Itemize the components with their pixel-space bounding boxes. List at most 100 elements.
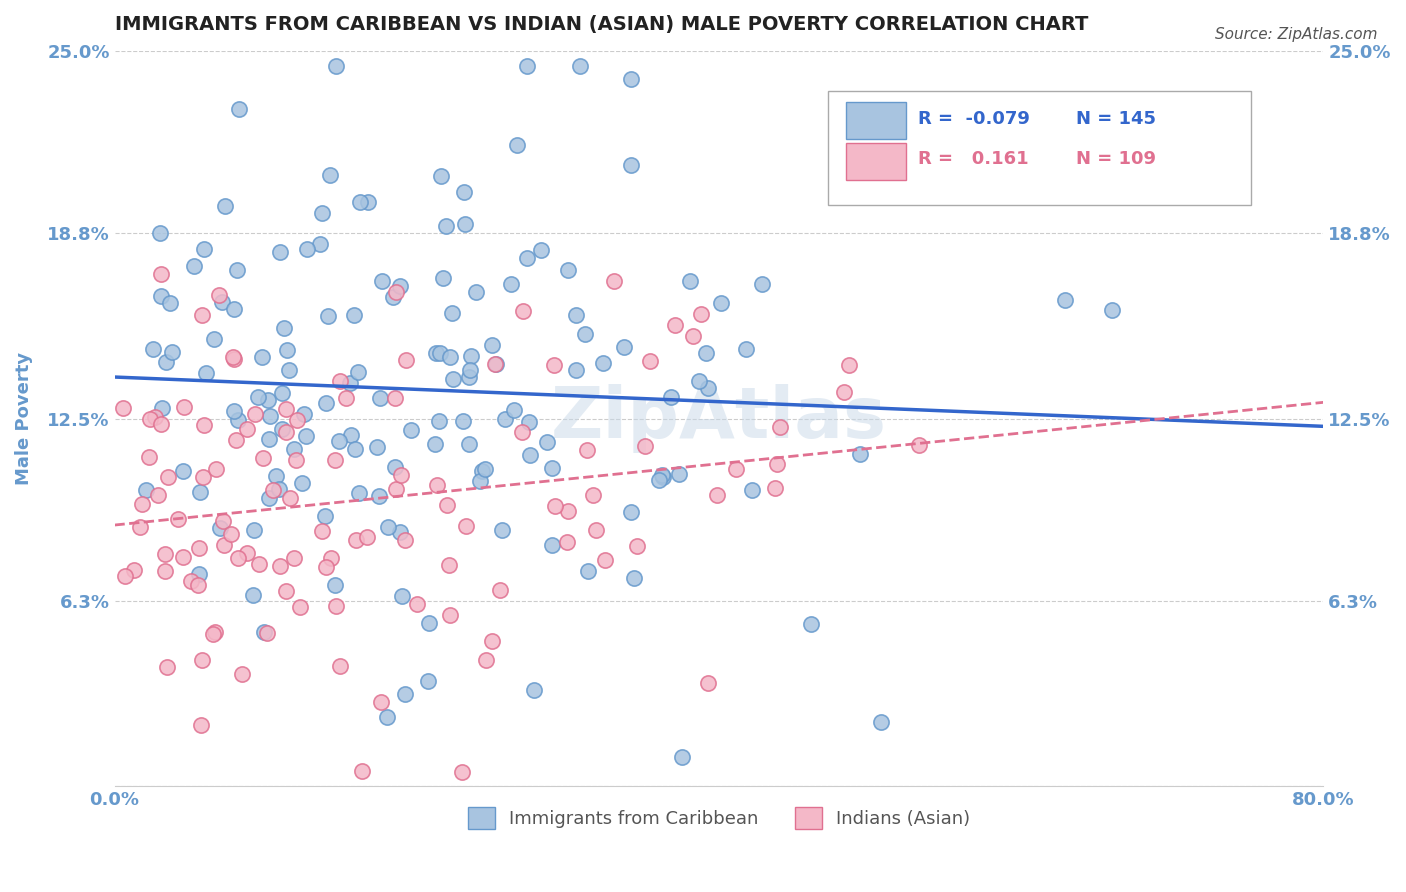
Immigrants from Caribbean (347, 365, 370, 379)
Indians (Asian) (193, 418, 215, 433)
Immigrants from Caribbean (613, 340, 636, 354)
Text: N = 109: N = 109 (1076, 150, 1156, 168)
Indians (Asian) (315, 559, 337, 574)
Text: IMMIGRANTS FROM CARIBBEAN VS INDIAN (ASIAN) MALE POVERTY CORRELATION CHART: IMMIGRANTS FROM CARIBBEAN VS INDIAN (ASI… (114, 15, 1088, 34)
Indians (Asian) (114, 569, 136, 583)
Indians (Asian) (311, 524, 333, 538)
Indians (Asian) (626, 540, 648, 554)
Indians (Asian) (344, 533, 367, 548)
Immigrants from Caribbean (741, 483, 763, 498)
Immigrants from Caribbean (270, 385, 292, 400)
Indians (Asian) (602, 274, 624, 288)
Indians (Asian) (128, 520, 150, 534)
Indians (Asian) (593, 553, 616, 567)
Immigrants from Caribbean (425, 437, 447, 451)
FancyBboxPatch shape (846, 103, 907, 139)
Immigrants from Caribbean (357, 194, 380, 209)
Indians (Asian) (769, 420, 792, 434)
Indians (Asian) (187, 541, 209, 555)
Immigrants from Caribbean (269, 245, 291, 260)
Immigrants from Caribbean (471, 464, 494, 478)
Immigrants from Caribbean (195, 366, 218, 380)
Indians (Asian) (664, 318, 686, 332)
Indians (Asian) (335, 391, 357, 405)
Indians (Asian) (236, 545, 259, 559)
Indians (Asian) (350, 764, 373, 779)
Immigrants from Caribbean (394, 687, 416, 701)
Indians (Asian) (222, 351, 245, 366)
Indians (Asian) (543, 358, 565, 372)
Immigrants from Caribbean (389, 278, 412, 293)
Immigrants from Caribbean (499, 277, 522, 291)
Indians (Asian) (180, 574, 202, 588)
Immigrants from Caribbean (523, 682, 546, 697)
Immigrants from Caribbean (278, 363, 301, 377)
Indians (Asian) (211, 514, 233, 528)
Immigrants from Caribbean (416, 673, 439, 688)
Indians (Asian) (149, 267, 172, 281)
Indians (Asian) (236, 422, 259, 436)
Indians (Asian) (638, 354, 661, 368)
Immigrants from Caribbean (328, 434, 350, 448)
Immigrants from Caribbean (371, 274, 394, 288)
Immigrants from Caribbean (751, 277, 773, 291)
Indians (Asian) (191, 308, 214, 322)
Immigrants from Caribbean (344, 442, 367, 457)
Indians (Asian) (172, 550, 194, 565)
Indians (Asian) (510, 425, 533, 439)
Immigrants from Caribbean (652, 470, 675, 484)
Immigrants from Caribbean (269, 482, 291, 496)
Immigrants from Caribbean (250, 351, 273, 365)
Immigrants from Caribbean (188, 484, 211, 499)
Indians (Asian) (329, 658, 352, 673)
Indians (Asian) (582, 488, 605, 502)
Immigrants from Caribbean (517, 415, 540, 429)
Indians (Asian) (204, 624, 226, 639)
Indians (Asian) (385, 482, 408, 496)
Immigrants from Caribbean (366, 440, 388, 454)
Immigrants from Caribbean (162, 345, 184, 359)
Indians (Asian) (634, 439, 657, 453)
Immigrants from Caribbean (309, 237, 332, 252)
FancyBboxPatch shape (828, 91, 1251, 205)
Indians (Asian) (287, 412, 309, 426)
Immigrants from Caribbean (418, 615, 440, 630)
Immigrants from Caribbean (668, 467, 690, 481)
Immigrants from Caribbean (695, 346, 717, 360)
Immigrants from Caribbean (516, 58, 538, 72)
Indians (Asian) (481, 633, 503, 648)
Indians (Asian) (725, 462, 748, 476)
Indians (Asian) (323, 453, 346, 467)
Text: ZipAtlas: ZipAtlas (551, 384, 887, 453)
Indians (Asian) (389, 467, 412, 482)
Immigrants from Caribbean (226, 413, 249, 427)
Indians (Asian) (247, 557, 270, 571)
Immigrants from Caribbean (697, 381, 720, 395)
Indians (Asian) (575, 442, 598, 457)
Immigrants from Caribbean (565, 308, 588, 322)
Immigrants from Caribbean (202, 332, 225, 346)
Immigrants from Caribbean (474, 462, 496, 476)
Indians (Asian) (214, 538, 236, 552)
Immigrants from Caribbean (247, 390, 270, 404)
Immigrants from Caribbean (434, 219, 457, 233)
Immigrants from Caribbean (800, 616, 823, 631)
Indians (Asian) (557, 504, 579, 518)
Indians (Asian) (231, 667, 253, 681)
Immigrants from Caribbean (226, 262, 249, 277)
Immigrants from Caribbean (266, 469, 288, 483)
Indians (Asian) (205, 462, 228, 476)
Indians (Asian) (124, 563, 146, 577)
Indians (Asian) (384, 391, 406, 405)
Indians (Asian) (187, 578, 209, 592)
Indians (Asian) (394, 533, 416, 547)
Indians (Asian) (201, 627, 224, 641)
Immigrants from Caribbean (485, 358, 508, 372)
Immigrants from Caribbean (377, 519, 399, 533)
Immigrants from Caribbean (541, 461, 564, 475)
Immigrants from Caribbean (347, 486, 370, 500)
Immigrants from Caribbean (519, 449, 541, 463)
Immigrants from Caribbean (159, 295, 181, 310)
Immigrants from Caribbean (343, 308, 366, 322)
Indians (Asian) (150, 417, 173, 432)
